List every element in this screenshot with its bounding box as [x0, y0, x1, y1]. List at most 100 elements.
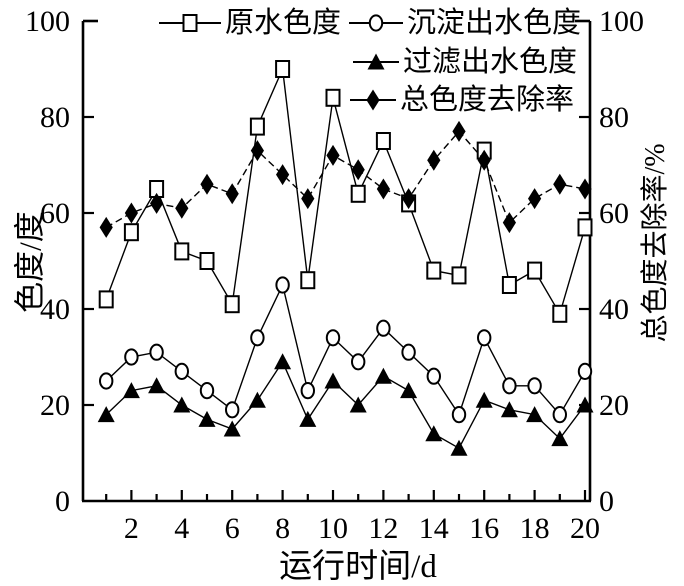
circle-open-marker — [174, 362, 190, 380]
circle-open-marker — [99, 372, 114, 390]
series-原水色度 — [98, 60, 593, 323]
diamond-filled-marker — [452, 120, 466, 142]
diamond-filled-marker-icon — [350, 89, 396, 111]
legend-item-settled-water-color: 沉淀出水色度 — [348, 8, 581, 38]
triangle-filled-marker — [374, 367, 392, 384]
circle-open-marker — [502, 377, 517, 395]
square-open-marker — [577, 218, 593, 237]
diamond-filled-marker — [276, 164, 290, 186]
diamond-filled-marker — [376, 178, 390, 200]
square-open-marker — [527, 261, 543, 280]
square-open-marker — [123, 223, 139, 242]
circle-open-marker — [199, 382, 215, 400]
diamond-filled-marker — [225, 183, 239, 205]
square-open-marker — [224, 295, 240, 314]
triangle-filled-marker — [367, 53, 385, 70]
y-tick-label-left: 40 — [40, 293, 70, 326]
triangle-filled-marker — [274, 353, 292, 370]
triangle-filled-marker — [475, 391, 493, 408]
diamond-filled-marker — [477, 149, 491, 171]
circle-open-marker — [275, 276, 290, 294]
y-tick-label-left: 100 — [25, 5, 70, 38]
y-tick-label-right: 40 — [599, 293, 629, 326]
square-open-marker — [451, 266, 467, 285]
square-open-marker — [325, 88, 341, 107]
square-open-marker — [501, 276, 517, 294]
circle-open-marker — [577, 362, 593, 380]
diamond-filled-marker — [578, 178, 592, 200]
y-tick-label-right: 80 — [599, 101, 629, 134]
y-axis-title-left: 色度/度 — [12, 211, 48, 313]
square-open-marker — [199, 252, 215, 270]
triangle-filled-marker — [324, 372, 342, 389]
x-tick-label: 8 — [275, 512, 290, 545]
square-open-marker — [174, 242, 190, 261]
legend-item-filtered-water-color: 过滤出水色度 — [352, 47, 577, 77]
y-axis-title-right: 总色度去除率/% — [640, 143, 671, 343]
y-tick-label-right: 0 — [599, 485, 614, 518]
series-总色度去除率 — [99, 120, 592, 238]
circle-open-marker — [401, 343, 416, 361]
diamond-filled-marker — [528, 188, 542, 210]
circle-open-marker — [124, 348, 139, 366]
square-open-marker — [552, 304, 568, 323]
x-tick-label: 18 — [520, 512, 550, 545]
triangle-filled-marker — [148, 377, 166, 394]
triangle-filled-marker — [576, 396, 594, 413]
diamond-filled-marker — [124, 202, 138, 224]
diamond-filled-marker — [427, 149, 441, 171]
legend: 原水色度 沉淀出水色度 过滤出水色度 总色度去除率 — [0, 0, 684, 130]
circle-open-marker — [250, 329, 265, 347]
y-tick-label-left: 0 — [55, 485, 70, 518]
series-过滤出水色度 — [97, 353, 594, 456]
triangle-filled-marker — [223, 420, 241, 437]
circle-open-marker — [426, 367, 441, 385]
circle-open-marker — [552, 406, 567, 424]
circle-open-marker — [477, 329, 492, 347]
triangle-filled-marker — [425, 425, 443, 442]
triangle-filled-marker — [122, 382, 140, 399]
legend-item-raw-water-color: 原水色度 — [158, 8, 341, 38]
square-open-marker — [98, 290, 114, 309]
triangle-filled-marker — [299, 410, 317, 427]
x-tick-label: 2 — [124, 512, 139, 545]
diamond-filled-marker — [150, 192, 164, 214]
diamond-filled-marker — [366, 89, 380, 111]
square-open-marker-icon — [159, 14, 221, 32]
legend-label-raw-water-color: 原水色度 — [225, 7, 342, 39]
legend-label-total-color-removal-rate: 总色度去除率 — [400, 84, 575, 116]
diamond-filled-marker — [250, 140, 264, 162]
triangle-filled-marker — [173, 396, 191, 413]
circle-open-marker — [368, 14, 384, 32]
diamond-filled-marker — [502, 212, 516, 234]
x-tick-label: 4 — [174, 512, 189, 545]
legend-label-filtered-water-color: 过滤出水色度 — [403, 46, 578, 78]
circle-open-marker-icon — [349, 14, 403, 32]
y-tick-label-right: 20 — [599, 389, 629, 422]
diamond-filled-marker — [99, 216, 113, 238]
triangle-filled-marker — [400, 382, 418, 399]
x-tick-label: 12 — [368, 512, 398, 545]
triangle-filled-marker — [526, 406, 544, 423]
diamond-filled-marker — [351, 159, 365, 181]
x-tick-label: 14 — [419, 512, 449, 545]
diamond-filled-marker — [175, 197, 189, 219]
series-line — [105, 282, 586, 417]
y-tick-label-left: 80 — [40, 101, 70, 134]
triangle-filled-marker — [248, 391, 266, 408]
triangle-filled-marker — [450, 439, 468, 456]
legend-label-settled-water-color: 沉淀出水色度 — [407, 7, 582, 39]
series-沉淀出水色度 — [99, 276, 593, 424]
square-open-marker — [300, 271, 316, 290]
circle-open-marker — [225, 401, 240, 419]
circle-open-marker — [527, 377, 542, 395]
x-tick-label: 16 — [469, 512, 499, 545]
diamond-filled-marker — [402, 188, 416, 210]
square-open-marker — [375, 132, 391, 150]
triangle-filled-marker-icon — [353, 53, 399, 70]
triangle-filled-marker — [500, 401, 518, 418]
ticks — [83, 115, 590, 501]
square-open-marker — [182, 14, 198, 32]
